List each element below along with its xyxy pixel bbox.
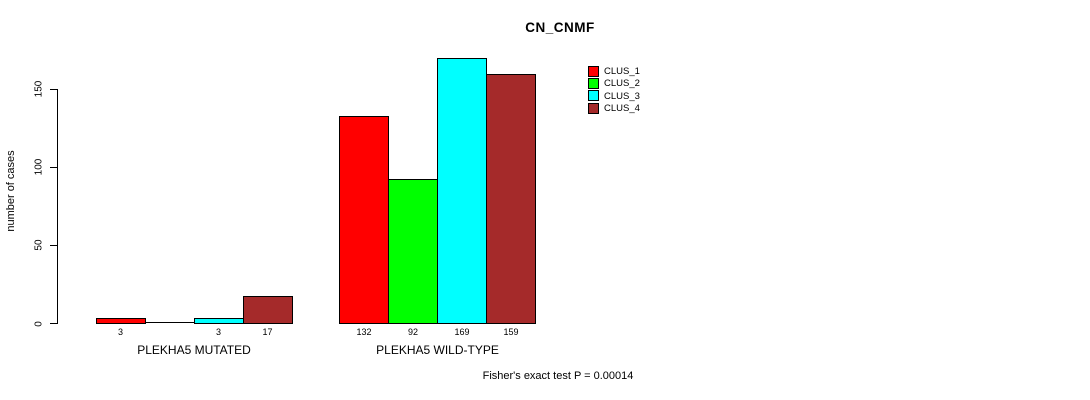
y-tick-label: 50 — [33, 239, 45, 251]
y-tick-label: 100 — [33, 158, 45, 176]
bar-clus_1-group2 — [339, 116, 389, 325]
x-category-label: PLEKHA5 WILD-TYPE — [376, 342, 499, 357]
legend-label: CLUS_4 — [604, 103, 640, 115]
y-axis-label: number of cases — [5, 150, 17, 232]
y-tick-mark — [50, 323, 57, 324]
y-tick-mark — [50, 244, 57, 246]
legend-label: CLUS_2 — [604, 78, 640, 90]
bar-clus_4-group2 — [486, 73, 536, 325]
legend-label: CLUS_1 — [604, 66, 640, 77]
bar-value-label: 3 — [117, 326, 124, 337]
y-tick-label: 150 — [33, 80, 45, 98]
fisher-test-annotation: Fisher's exact test P = 0.00014 — [482, 370, 634, 382]
y-axis-line — [57, 89, 59, 324]
y-tick-label: 0 — [33, 320, 45, 327]
bar-clus_4-group1 — [242, 295, 293, 325]
legend-label: CLUS_3 — [604, 90, 640, 102]
bar-clus_2-group2 — [388, 178, 438, 325]
bar-value-label: 169 — [454, 326, 470, 337]
bar-clus_3-group1 — [193, 317, 244, 325]
legend-swatch-clus_1 — [588, 65, 599, 77]
legend-swatch-clus_3 — [588, 90, 599, 102]
bar-value-label: 92 — [407, 326, 419, 337]
legend-swatch-clus_2 — [588, 77, 599, 89]
bar-value-label: 132 — [356, 326, 372, 337]
bar-clus_3-group2 — [437, 58, 487, 325]
x-category-label: PLEKHA5 MUTATED — [137, 342, 251, 357]
chart-title: CN_CNMF — [525, 20, 595, 35]
y-tick-mark — [50, 88, 57, 90]
bar-value-label: 3 — [215, 326, 222, 337]
bar-clus_1-group1 — [95, 317, 146, 325]
bar-value-label: 17 — [262, 326, 273, 337]
bar-value-label: 159 — [503, 326, 519, 337]
y-tick-mark — [50, 166, 57, 168]
legend-swatch-clus_4 — [588, 102, 599, 114]
